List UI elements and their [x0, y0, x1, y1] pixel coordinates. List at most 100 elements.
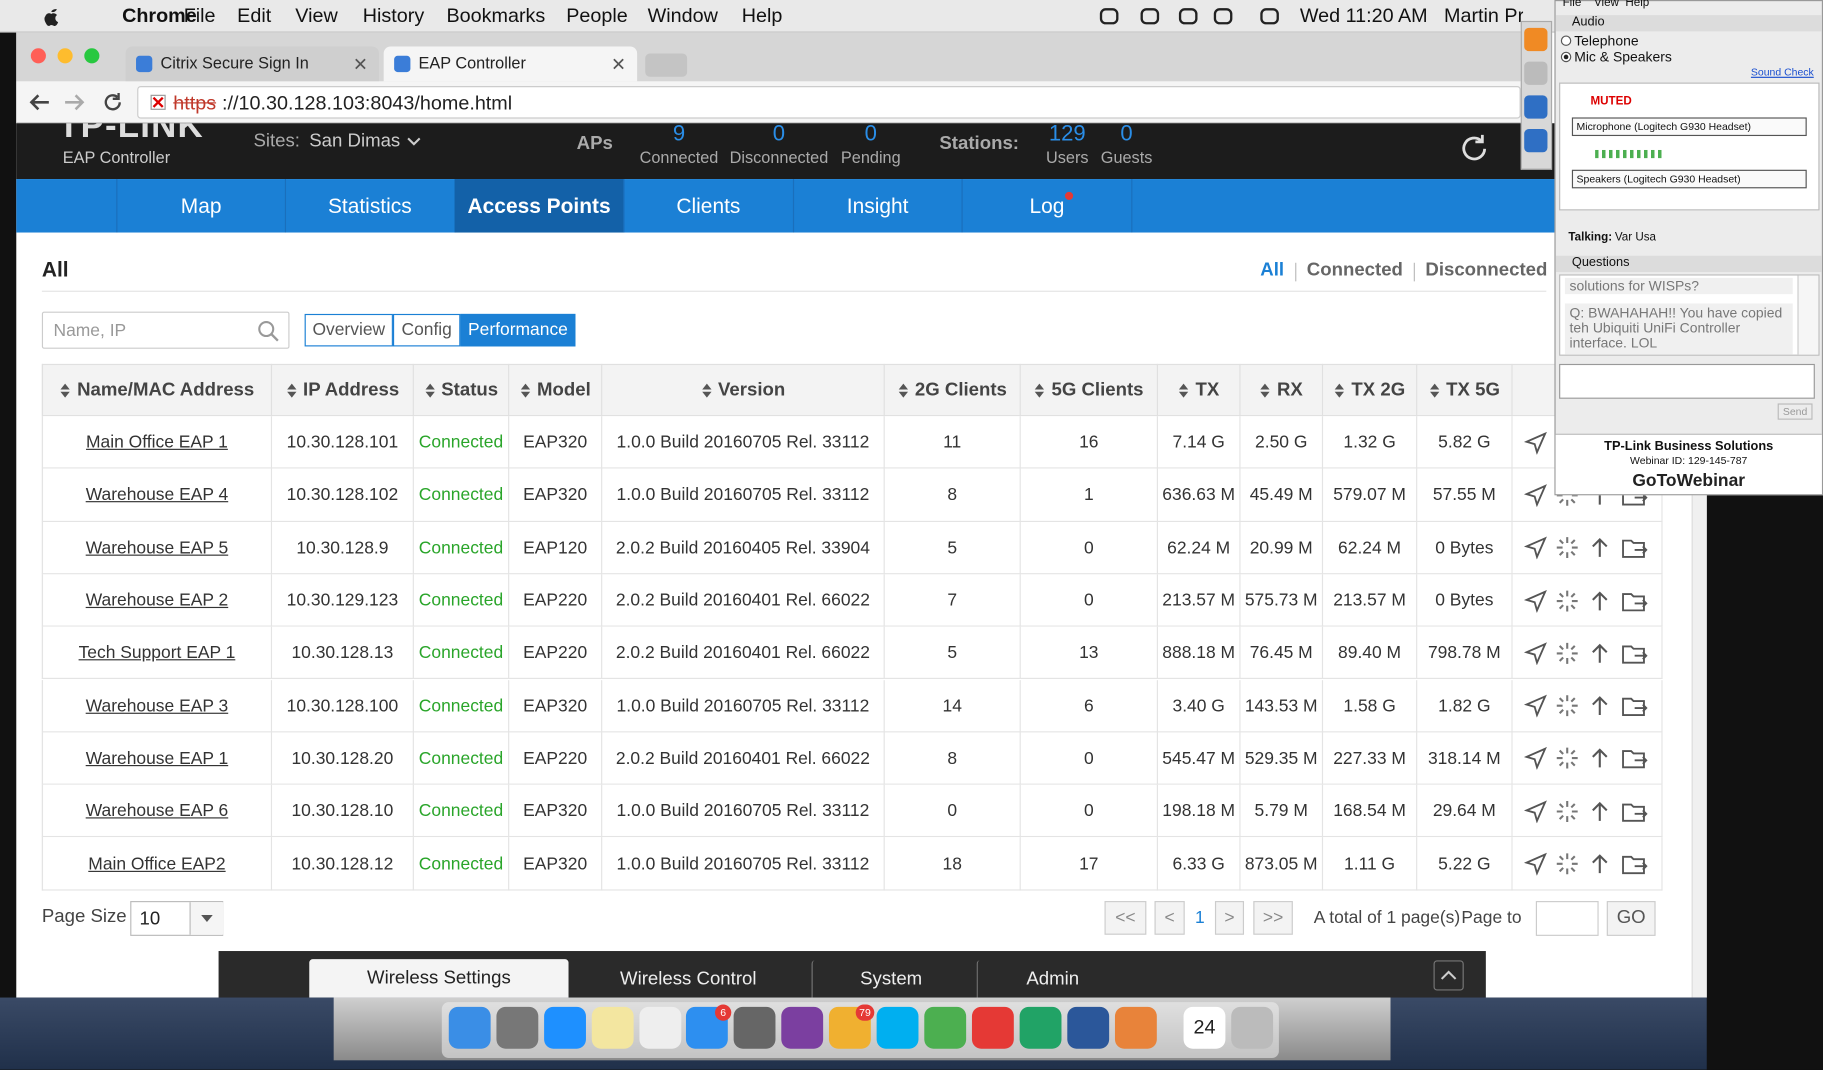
new-tab-button[interactable] — [645, 53, 688, 77]
upgrade-button[interactable] — [1588, 852, 1611, 875]
upgrade-button[interactable] — [1588, 642, 1611, 665]
sound-check-link[interactable]: Sound Check — [1750, 66, 1814, 78]
locate-button[interactable] — [1524, 642, 1547, 665]
go-button[interactable]: GO — [1606, 901, 1656, 936]
status-filter[interactable]: Connected — [1306, 260, 1403, 281]
upgrade-button[interactable] — [1588, 536, 1611, 559]
page-input[interactable] — [1535, 901, 1599, 936]
restart-button[interactable] — [1556, 642, 1579, 665]
table-cell[interactable]: Warehouse EAP 1 — [41, 732, 271, 785]
move-button[interactable] — [1621, 747, 1649, 770]
move-button[interactable] — [1621, 536, 1649, 559]
view-tab[interactable]: Performance — [460, 313, 576, 347]
restart-button[interactable] — [1556, 536, 1579, 559]
nav-item[interactable]: Clients — [624, 179, 794, 233]
view-tab[interactable]: Overview — [304, 313, 393, 347]
radio-button[interactable] — [1560, 51, 1572, 63]
table-cell[interactable]: Warehouse EAP 4 — [41, 468, 271, 522]
table-cell[interactable]: Warehouse EAP 2 — [41, 574, 271, 627]
table-header-cell[interactable]: IP Address — [270, 363, 413, 417]
table-header-cell[interactable]: RX — [1239, 363, 1322, 417]
collapse-button[interactable] — [1433, 960, 1464, 991]
table-header-cell[interactable]: 2G Clients — [883, 363, 1020, 417]
table-header-cell[interactable]: 5G Clients — [1019, 363, 1157, 417]
move-button[interactable] — [1621, 800, 1649, 823]
dock-icon[interactable] — [924, 1006, 967, 1049]
radio-button[interactable] — [1560, 35, 1572, 47]
locate-button[interactable] — [1524, 589, 1547, 613]
site-name[interactable]: San Dimas — [309, 131, 401, 152]
status-filter[interactable]: Disconnected — [1425, 260, 1548, 281]
table-cell[interactable]: Warehouse EAP 3 — [41, 679, 271, 733]
menu-item[interactable]: History — [362, 4, 425, 27]
forward-button[interactable] — [63, 93, 86, 112]
menu-item[interactable]: Edit — [237, 4, 272, 27]
menu-item[interactable]: File — [183, 4, 216, 27]
table-cell[interactable]: Main Office EAP2 — [41, 837, 271, 891]
locate-button[interactable] — [1524, 852, 1547, 876]
nav-item[interactable]: Insight — [793, 179, 964, 233]
dock-icon[interactable] — [1183, 1006, 1226, 1049]
table-header-cell[interactable]: Status — [412, 363, 508, 417]
dock-icon[interactable] — [971, 1006, 1014, 1049]
locate-button[interactable] — [1524, 536, 1547, 560]
tab-close[interactable] — [612, 57, 626, 71]
table-cell[interactable]: Main Office EAP 1 — [41, 416, 271, 469]
upgrade-button[interactable] — [1588, 800, 1611, 823]
bottom-tab[interactable]: System — [811, 960, 970, 999]
send-button[interactable]: Send — [1777, 403, 1813, 420]
nav-item[interactable]: Log — [963, 179, 1133, 233]
window-control[interactable] — [30, 48, 46, 64]
table-cell[interactable]: Warehouse EAP 6 — [41, 784, 271, 838]
toolbar-button[interactable] — [1524, 129, 1548, 153]
move-button[interactable] — [1621, 852, 1649, 875]
url-field[interactable]: https://10.30.128.103:8043/home.html — [137, 86, 1521, 119]
dock-icon[interactable] — [496, 1006, 539, 1049]
dock-icon[interactable] — [544, 1006, 586, 1049]
upgrade-button[interactable] — [1588, 747, 1611, 770]
move-button[interactable] — [1621, 694, 1649, 717]
bottom-tab[interactable]: Wireless Settings — [309, 959, 569, 998]
back-button[interactable] — [28, 93, 51, 112]
refresh-button[interactable] — [1458, 133, 1491, 166]
view-tab[interactable]: Config — [392, 313, 461, 347]
search-box[interactable]: Name, IP — [41, 311, 290, 349]
menu-item[interactable]: View — [295, 4, 338, 27]
menu-item[interactable]: Help — [741, 4, 783, 27]
window-control[interactable] — [84, 48, 100, 64]
current-page[interactable]: 1 — [1194, 908, 1205, 928]
page-button[interactable]: > — [1214, 901, 1245, 935]
dock-icon[interactable] — [591, 1006, 634, 1049]
panel-menu[interactable]: View — [1593, 0, 1619, 10]
locate-button[interactable] — [1524, 747, 1547, 771]
move-button[interactable] — [1621, 642, 1649, 665]
bottom-tab[interactable]: Wireless Control — [620, 969, 757, 990]
table-header-cell[interactable]: Version — [601, 363, 884, 417]
panel-menu[interactable]: File — [1562, 0, 1582, 10]
table-header-cell[interactable]: Name/MAC Address — [41, 363, 271, 417]
nav-item[interactable]: Access Points — [454, 179, 625, 233]
dock-icon[interactable] — [733, 1006, 776, 1049]
page-button[interactable]: << — [1104, 901, 1147, 935]
dock-icon[interactable] — [1114, 1006, 1157, 1049]
panel-menu[interactable]: Help — [1625, 0, 1650, 10]
restart-button[interactable] — [1556, 747, 1579, 770]
microphone-select[interactable]: Microphone (Logitech G930 Headset) — [1571, 117, 1807, 137]
dock-icon[interactable] — [1019, 1006, 1062, 1049]
dock-icon[interactable] — [448, 1006, 491, 1049]
toolbar-button[interactable] — [1524, 61, 1548, 85]
audio-option[interactable]: Telephone — [1574, 32, 1639, 49]
toolbar-button[interactable] — [1524, 27, 1548, 52]
locate-button[interactable] — [1524, 694, 1547, 718]
table-header-cell[interactable]: TX 2G — [1321, 363, 1416, 417]
upgrade-button[interactable] — [1588, 589, 1611, 612]
locate-button[interactable] — [1524, 800, 1547, 823]
speakers-select[interactable]: Speakers (Logitech G930 Headset) — [1571, 169, 1807, 189]
restart-button[interactable] — [1556, 694, 1579, 717]
nav-item[interactable]: Map — [116, 179, 287, 233]
page-button[interactable]: < — [1154, 901, 1185, 935]
dock-icon[interactable] — [781, 1006, 824, 1049]
toolbar-button[interactable] — [1524, 95, 1548, 119]
table-cell[interactable]: Tech Support EAP 1 — [41, 626, 271, 680]
audio-option[interactable]: Mic & Speakers — [1574, 48, 1672, 66]
